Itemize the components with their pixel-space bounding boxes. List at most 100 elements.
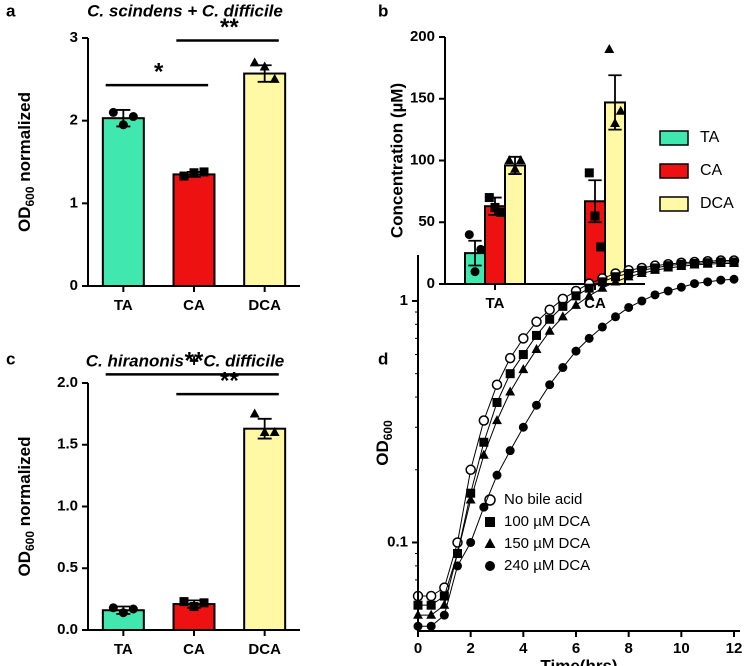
data-point: [464, 230, 474, 240]
panel-label: d: [378, 349, 388, 368]
y-axis-label: OD600: [373, 420, 395, 466]
data-point: [189, 602, 199, 612]
legend-label: 100 µM DCA: [504, 513, 590, 530]
axes: [444, 37, 645, 285]
y-axis-label-sub: 600: [23, 531, 37, 551]
data-point: [596, 242, 606, 252]
y-axis-label-part: normalized: [15, 92, 34, 186]
x-tick-label: 0: [414, 640, 422, 657]
legend-label: No bile acid: [504, 491, 582, 508]
bar: [101, 117, 145, 288]
data-point: [676, 282, 686, 292]
data-point: [269, 73, 280, 83]
x-tick-label: DCA: [248, 641, 281, 658]
y-tick-label: 0.1: [387, 533, 408, 550]
data-point: [505, 386, 516, 396]
data-point: [610, 118, 620, 128]
data-point: [715, 258, 726, 268]
data-point: [249, 57, 260, 67]
data-point: [545, 314, 555, 324]
y-axis-label-sub: 600: [381, 420, 395, 440]
data-point: [729, 274, 739, 284]
data-point: [492, 470, 502, 480]
data-point: [571, 299, 581, 309]
y-axis-label: OD600 normalized: [15, 437, 37, 577]
data-point: [518, 333, 529, 344]
data-point: [615, 105, 626, 115]
data-point: [465, 464, 476, 476]
legend-label: DCA: [700, 195, 734, 212]
data-point: [108, 603, 118, 613]
x-tick-label: 4: [519, 640, 528, 657]
data-point: [466, 537, 476, 547]
legend-swatch: [659, 196, 689, 212]
data-point: [611, 312, 620, 322]
y-tick-label: 1: [70, 194, 78, 211]
data-point: [584, 283, 594, 293]
legend-marker: [484, 538, 496, 548]
data-point: [199, 598, 209, 608]
data-point: [259, 427, 270, 436]
data-point: [650, 290, 660, 300]
legend-label: TA: [700, 129, 720, 146]
data-point: [518, 422, 528, 432]
data-point: [663, 262, 674, 272]
data-point: [590, 211, 600, 221]
axes: [87, 383, 300, 631]
data-point: [496, 207, 506, 217]
data-point: [426, 621, 436, 631]
data-point: [470, 267, 480, 277]
x-axis-label: Time(hrs): [540, 656, 617, 666]
y-axis-label-part: OD: [15, 551, 34, 577]
x-tick-label: TA: [114, 641, 133, 658]
data-point: [558, 363, 568, 373]
y-tick-label: 1: [400, 292, 408, 309]
data-point: [484, 193, 494, 203]
data-point: [702, 258, 713, 268]
x-tick-label: 12: [726, 640, 743, 657]
legend-label: 240 µM DCA: [504, 557, 590, 574]
y-tick-label: 0.5: [57, 559, 78, 576]
significance-label: **: [220, 14, 239, 41]
panel-label: b: [378, 1, 388, 20]
x-tick-label: 10: [673, 640, 690, 657]
data-point: [128, 604, 138, 614]
y-tick-label: 50: [418, 213, 435, 230]
data-point: [557, 311, 568, 321]
axes: [87, 38, 300, 287]
y-axis-label-part: normalized: [15, 437, 34, 531]
data-point: [179, 597, 189, 607]
data-point: [610, 276, 621, 286]
data-point: [532, 400, 541, 410]
data-point: [689, 259, 700, 269]
x-tick-label: CA: [183, 641, 205, 658]
data-point: [518, 364, 529, 374]
data-point: [663, 286, 673, 296]
data-point: [531, 316, 542, 328]
series-line: [418, 278, 735, 627]
data-point: [624, 302, 634, 312]
panel-label: a: [6, 1, 16, 20]
data-point: [490, 202, 500, 212]
data-point: [425, 590, 437, 602]
panel-title: C. hiranonis + C. difficile: [86, 351, 285, 370]
data-point: [426, 609, 437, 619]
y-axis-label: Concentration (µM): [387, 83, 406, 238]
data-point: [452, 548, 463, 558]
data-point: [676, 261, 687, 271]
x-tick-label: 2: [466, 640, 474, 657]
data-point: [532, 330, 541, 340]
data-point: [518, 350, 528, 360]
y-tick-label: 3: [70, 29, 78, 46]
data-point: [249, 408, 260, 418]
data-point: [479, 502, 489, 512]
data-point: [515, 155, 526, 165]
data-point: [597, 322, 607, 332]
x-tick-label: DCA: [248, 297, 281, 314]
data-point: [426, 600, 436, 610]
data-point: [545, 380, 555, 390]
panel-title: C. scindens + C. difficile: [87, 1, 283, 20]
x-tick-label: 8: [624, 640, 632, 657]
legend-label: CA: [700, 162, 723, 179]
data-point: [636, 268, 647, 278]
